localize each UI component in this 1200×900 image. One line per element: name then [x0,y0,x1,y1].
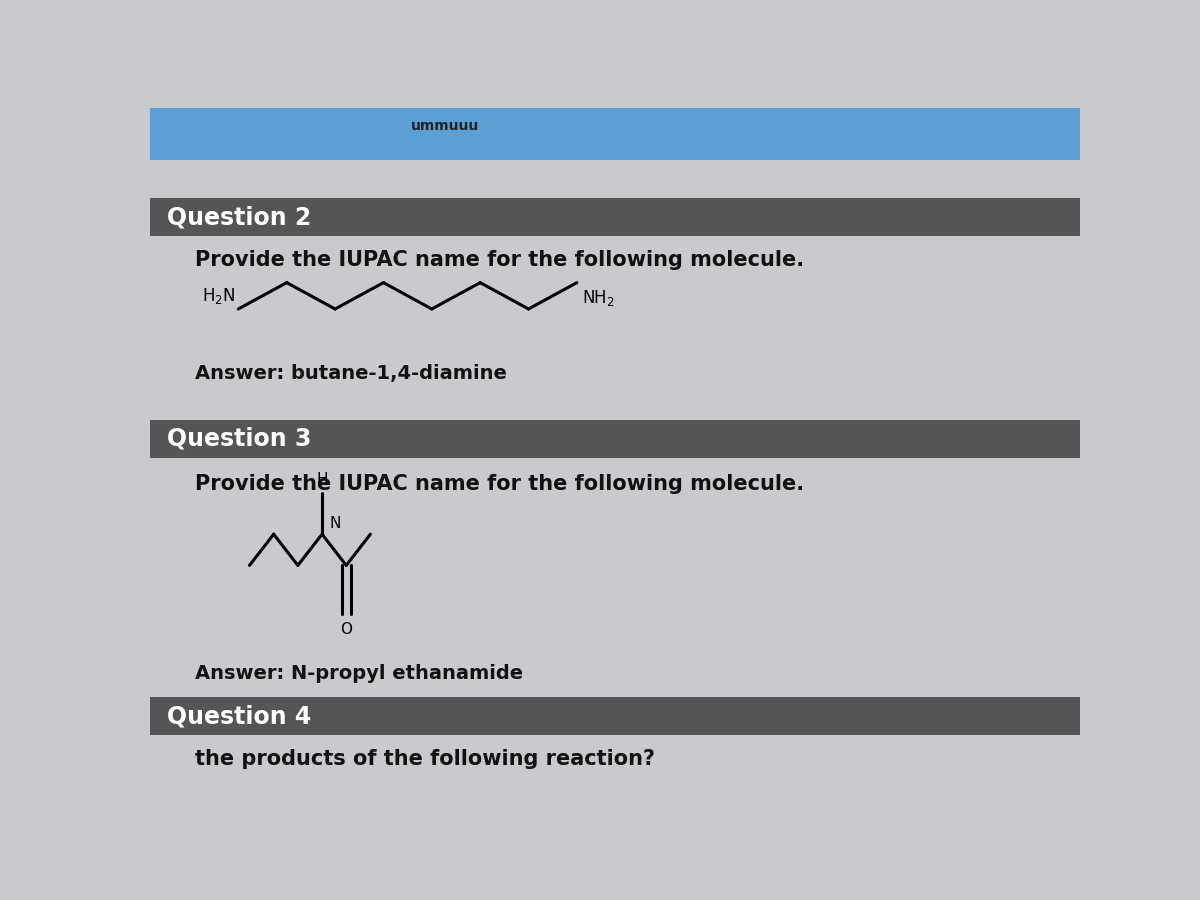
Text: Answer: butane-1,4-diamine: Answer: butane-1,4-diamine [194,364,506,383]
FancyBboxPatch shape [150,198,1080,236]
Text: Question 2: Question 2 [167,205,311,230]
Text: H$_2$N: H$_2$N [202,286,235,306]
FancyBboxPatch shape [150,160,1080,181]
Text: NH$_2$: NH$_2$ [582,288,616,308]
FancyBboxPatch shape [150,419,1080,458]
Text: N: N [330,516,341,531]
Text: Answer: N-propyl ethanamide: Answer: N-propyl ethanamide [194,664,523,683]
FancyBboxPatch shape [150,108,1080,160]
Text: Question 4: Question 4 [167,704,311,728]
Text: the products of the following reaction?: the products of the following reaction? [194,749,655,769]
Text: O: O [341,622,353,637]
Text: Provide the IUPAC name for the following molecule.: Provide the IUPAC name for the following… [194,474,804,494]
Text: H: H [317,472,328,487]
Text: Provide the IUPAC name for the following molecule.: Provide the IUPAC name for the following… [194,250,804,270]
FancyBboxPatch shape [150,697,1080,735]
Text: Question 3: Question 3 [167,427,311,451]
Text: ummuuu: ummuuu [410,119,479,133]
